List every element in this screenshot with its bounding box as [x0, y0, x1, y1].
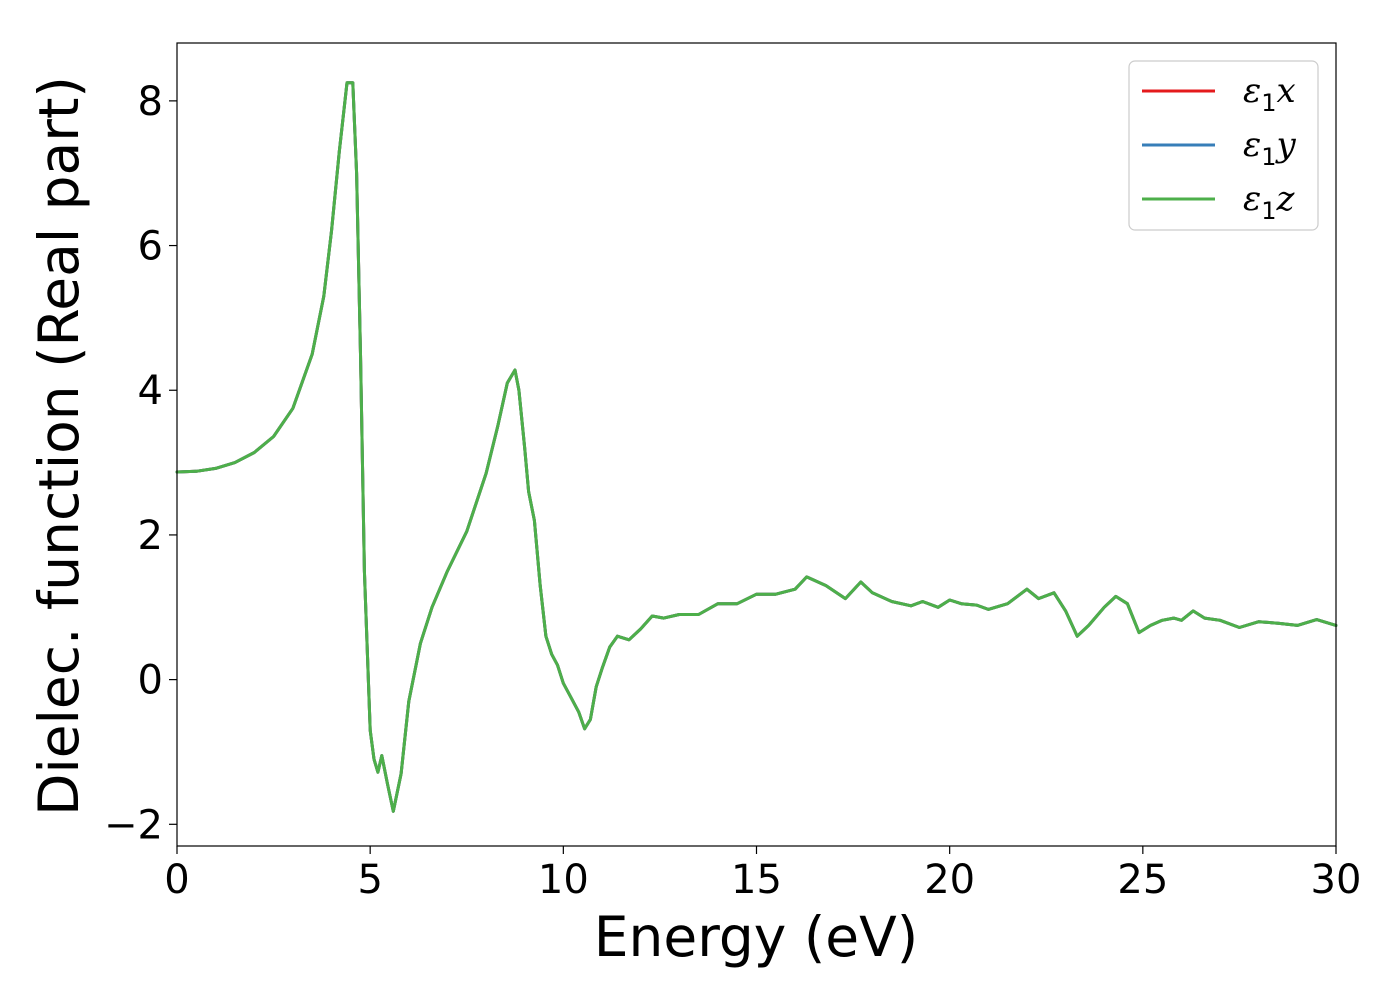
x-tick-label: 20: [924, 857, 975, 903]
x-tick-label: 25: [1117, 857, 1168, 903]
y-tick-label: −2: [104, 802, 163, 848]
y-tick-label: 8: [138, 79, 163, 125]
y-tick-label: 6: [138, 224, 163, 270]
y-tick-label: 2: [138, 513, 163, 559]
legend-label-2: ε1y: [1243, 125, 1297, 171]
y-axis: −2 0 2 4 6 8: [104, 79, 177, 848]
legend-box: [1128, 60, 1319, 231]
x-tick-label: 15: [731, 857, 782, 903]
x-tick-label: 5: [357, 857, 382, 903]
x-tick-label: 30: [1311, 857, 1362, 903]
legend-label-3: ε1z: [1243, 179, 1296, 225]
series-layer: [175, 81, 1338, 813]
y-tick-label: 4: [138, 368, 163, 414]
x-tick-label: 10: [538, 857, 589, 903]
x-axis-title: Energy (eV): [594, 905, 918, 969]
series-line-3: [175, 81, 1338, 813]
x-tick-label: 0: [164, 857, 189, 903]
y-tick-label: 0: [138, 658, 163, 704]
legend: ε1x ε1y ε1z: [1128, 60, 1319, 231]
x-axis: 0 5 10 15 20 25 30: [164, 846, 1361, 903]
y-axis-title: Dielec. function (Real part): [27, 76, 91, 816]
legend-label-1: ε1x: [1243, 71, 1296, 117]
